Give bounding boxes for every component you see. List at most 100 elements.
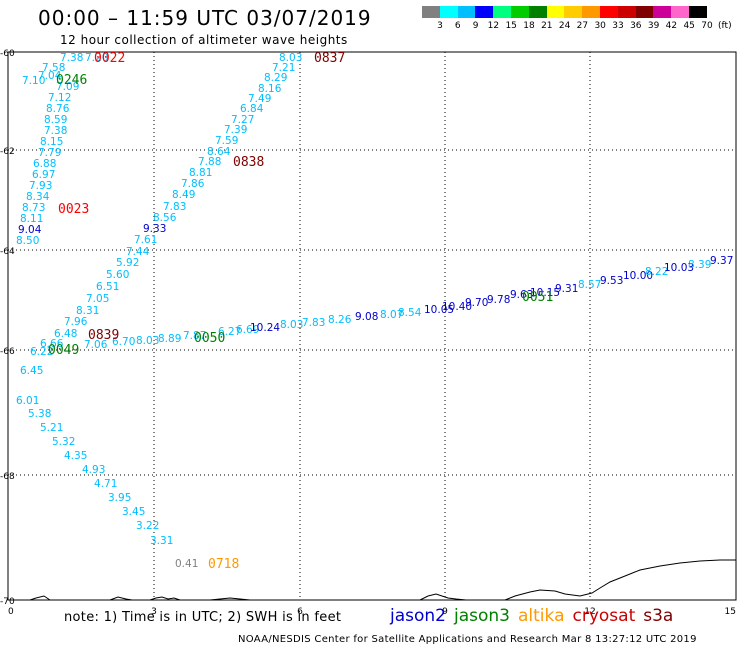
map-frame: [7, 51, 737, 601]
color-scale-label: 30: [594, 21, 606, 31]
wave-height-value: 7.09: [56, 81, 79, 93]
wave-height-value: 7.49: [248, 93, 271, 105]
pass-time-label: 0022: [94, 51, 125, 66]
wave-height-value: 9.70: [465, 297, 488, 309]
note-text: note: 1) Time is in UTC; 2) SWH is in fe…: [64, 610, 342, 625]
longitude-label: 6: [297, 607, 303, 617]
wave-height-value: 6.48: [54, 328, 77, 340]
wave-height-value: 9.04: [18, 224, 42, 236]
wave-height-value: 6.66: [40, 338, 64, 350]
wave-height-value: 7.38: [44, 125, 67, 137]
wave-height-value: 8.15: [40, 136, 63, 148]
wave-height-value: 8.29: [264, 72, 287, 84]
satellite-name: cryosat: [572, 606, 636, 626]
wave-height-value: 4.93: [82, 464, 105, 476]
pass-time-label: 0246: [56, 73, 87, 88]
wave-height-value: 7.61: [134, 234, 157, 246]
color-scale-label: 21: [541, 21, 553, 31]
wave-height-value: 4.35: [64, 450, 87, 462]
wave-height-value: 7.06: [84, 339, 108, 351]
wave-height-value: 8.49: [172, 189, 195, 201]
wave-height-value: 7.83: [302, 317, 325, 329]
wave-height-value: 0.41: [175, 558, 198, 570]
wave-height-value: 7.79: [38, 147, 61, 159]
wave-height-value: 8.03: [136, 335, 159, 347]
wave-height-value: 8.64: [207, 146, 231, 158]
pass-time-labels: 0022 0837 0246 0838 0023 0839 0050 0049 0051 0718: [48, 51, 553, 572]
wave-height-value: 9.63: [510, 289, 533, 301]
color-swatch: [688, 6, 707, 18]
wave-height-value: 8.57: [578, 279, 601, 291]
wave-height-value: 10.15: [530, 287, 560, 299]
pass-time-label: 0839: [88, 328, 119, 343]
map-title: 00:00 – 11:59 UTC 03/07/2019: [38, 6, 372, 30]
wave-height-value: 7.58: [42, 62, 65, 74]
wave-height-value: 7.44: [126, 246, 150, 258]
satellite-name: jason3: [454, 606, 510, 626]
wave-height-value: 9.37: [710, 255, 733, 267]
latitude-label: -60: [0, 49, 15, 59]
color-swatch: [422, 6, 440, 18]
pass-time-label: 0023: [58, 202, 89, 217]
color-scale-label: 42: [665, 21, 678, 31]
color-swatch: [457, 6, 476, 18]
satellite-name: altika: [518, 606, 565, 626]
color-scale-label: (ft): [718, 21, 732, 31]
latitude-label: -66: [0, 347, 15, 357]
wave-height-value: 7.10: [22, 75, 45, 87]
color-scale-label: 6: [454, 21, 461, 31]
color-swatch: [599, 6, 618, 18]
satellite-name: jason2: [390, 606, 446, 626]
color-scale-label: 18: [523, 21, 535, 31]
color-swatch: [635, 6, 654, 18]
wave-height-value: 9.31: [555, 283, 578, 295]
axis-tick-labels: -60 -62 -64 -66 -68 -700 3 6 9 12 15: [0, 49, 736, 617]
wave-height-value: 7.59: [215, 135, 238, 147]
wave-height-value: 7.20: [85, 52, 108, 64]
color-scale-bar: [422, 6, 707, 18]
pass-time-label: 0838: [233, 155, 264, 170]
color-swatch: [475, 6, 494, 18]
wave-height-value: 7.27: [231, 114, 254, 126]
wave-height-value: 7.87: [183, 330, 206, 342]
longitude-label: 12: [584, 607, 595, 617]
wave-height-value: 5.38: [28, 408, 51, 420]
wave-height-value: 7.93: [29, 180, 52, 192]
wave-height-value: 6.97: [32, 169, 55, 181]
observation-labels: 7.38 7.207.587.047.10 7.097.128.768.597.38…: [16, 52, 733, 570]
wave-height-value: 7.39: [224, 124, 247, 136]
color-swatch: [582, 6, 600, 18]
color-scale-label: 27: [576, 21, 589, 31]
wave-height-value: 8.89: [158, 333, 181, 345]
color-swatch: [564, 6, 583, 18]
color-scale-labels: 3 6 9 12 15 18 21 24 27 30 33 36 39 42 45 70 (ft): [422, 21, 740, 33]
wave-height-value: 9.33: [143, 223, 166, 235]
wave-height-value: 6.69: [236, 324, 259, 336]
wave-height-value: 7.04: [38, 70, 62, 82]
wave-height-value: 7.83: [163, 201, 186, 213]
wave-height-value: 8.34: [26, 191, 50, 203]
wave-height-value: 3.95: [108, 492, 131, 504]
color-swatch: [510, 6, 529, 18]
wave-height-value: 8.81: [189, 167, 212, 179]
color-scale-label: 24: [558, 21, 571, 31]
wave-height-value: 6.84: [240, 103, 264, 115]
wave-height-value: 10.40: [442, 301, 472, 313]
wave-height-value: 9.08: [355, 311, 378, 323]
wave-height-value: 7.38: [60, 52, 83, 64]
wave-height-value: 6.27: [218, 326, 241, 338]
wave-height-value: 8.73: [22, 202, 45, 214]
wave-height-value: 7.88: [198, 156, 221, 168]
longitude-label: 3: [151, 607, 157, 617]
wave-height-value: 5.32: [52, 436, 75, 448]
latitude-label: -62: [0, 147, 15, 157]
wave-height-value: 8.31: [76, 305, 99, 317]
wave-height-value: 7.96: [64, 316, 88, 328]
wave-height-value: 6.22: [30, 346, 53, 358]
color-scale-label: 33: [612, 21, 624, 31]
color-scale-label: 3: [437, 21, 443, 31]
wave-height-value: 9.78: [487, 294, 510, 306]
wave-height-value: 8.76: [46, 103, 70, 115]
color-scale-label: 9: [472, 21, 479, 31]
wave-height-value: 6.70: [112, 336, 135, 348]
